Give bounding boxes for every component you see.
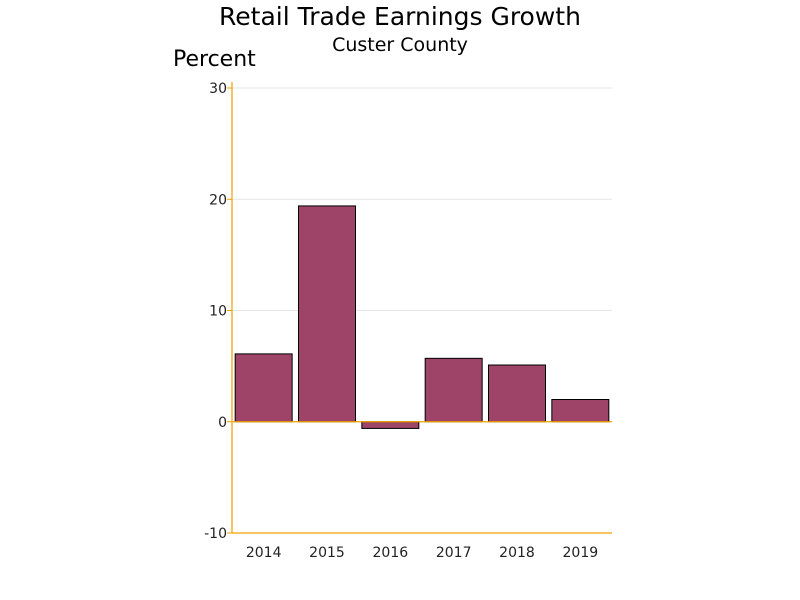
y-tick-label: -10: [204, 526, 227, 542]
bar: [424, 357, 483, 423]
x-tick-label: 2016: [373, 545, 409, 561]
x-tick-label: 2018: [499, 545, 535, 561]
x-tick-label: 2019: [563, 545, 599, 561]
x-tick-label: 2017: [436, 545, 472, 561]
chart-subtitle: Custer County: [332, 34, 468, 56]
bar: [234, 353, 293, 423]
y-axis-label: Percent: [173, 47, 256, 72]
y-tick-label: 20: [209, 192, 227, 208]
bar: [298, 205, 356, 423]
bar: [551, 399, 610, 423]
chart-title: Retail Trade Earnings Growth: [219, 2, 581, 31]
y-tick-label: 30: [209, 81, 227, 97]
y-tick-label: 0: [218, 415, 227, 431]
x-tick-label: 2014: [246, 545, 282, 561]
bar: [488, 364, 546, 423]
bar: [361, 421, 420, 429]
x-tick-label: 2015: [309, 545, 345, 561]
y-tick-label: 10: [209, 304, 227, 320]
